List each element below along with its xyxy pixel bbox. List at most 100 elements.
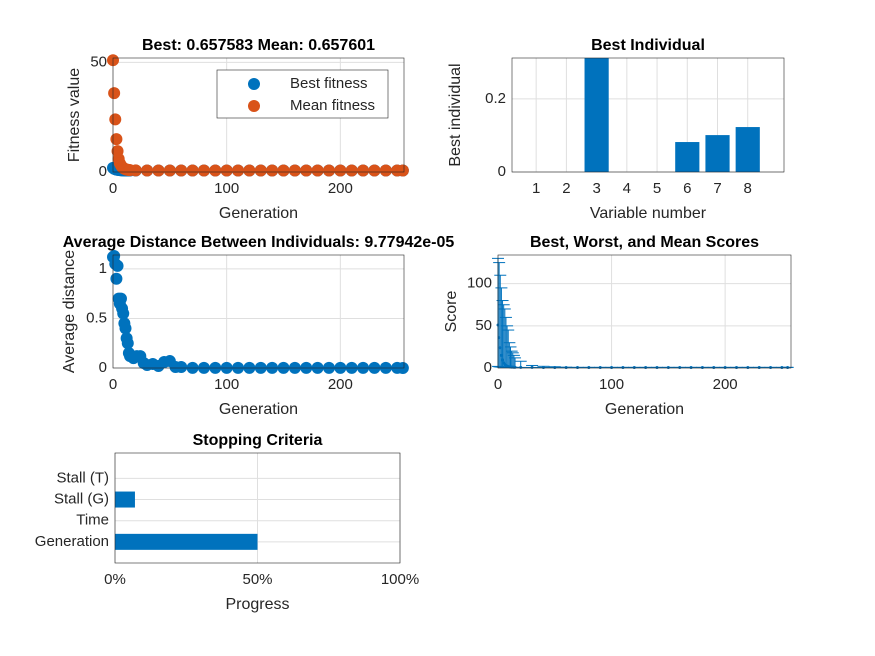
chart-title: Best, Worst, and Mean Scores [530, 234, 759, 251]
mean-point [734, 365, 738, 369]
mean-point [712, 365, 716, 369]
x-axis-label: Generation [605, 401, 684, 418]
data-point [277, 164, 290, 177]
x-tick-label: 7 [713, 180, 721, 197]
axes: 0 100 200 0 50 Best: 0.657583 Mean: 0.657601 G… [66, 37, 409, 222]
data-point [119, 322, 132, 335]
data-point [345, 164, 358, 177]
bar [115, 491, 135, 508]
data-point [141, 164, 154, 177]
mean-point [598, 365, 602, 369]
y-tick-label: 50 [90, 53, 107, 70]
bar [675, 142, 700, 172]
axes: 0 100 200 0 0.5 1 Average Distance Between Ind… [61, 234, 454, 418]
x-tick-label: 8 [744, 180, 752, 197]
x-tick-label: 3 [592, 180, 600, 197]
mean-point [678, 365, 682, 369]
data-point [266, 164, 279, 177]
data-point [110, 272, 123, 285]
axes: 0% 50% 100% Generation Time Stall (G) Stall (T… [35, 432, 419, 613]
data-point [114, 292, 127, 305]
bar [584, 58, 609, 172]
y-tick-label: 0 [484, 359, 492, 376]
chart-title: Best: 0.657583 Mean: 0.657601 [142, 37, 375, 54]
mean-point [575, 365, 579, 369]
y-tick-label: Time [76, 512, 109, 529]
data-point [163, 164, 176, 177]
data-point [110, 133, 123, 146]
axes: 0 100 200 0 50 100 Best, Worst, and Mean Score… [443, 234, 794, 418]
mean-point [519, 365, 523, 369]
y-tick-label: 0 [99, 359, 107, 376]
y-axis-label: Score [443, 291, 460, 333]
chart-title: Best Individual [591, 37, 705, 54]
mean-point [769, 365, 773, 369]
chart-title: Stopping Criteria [193, 432, 323, 449]
x-tick-label: 100 [214, 376, 239, 393]
legend: Best fitness Mean fitness [216, 69, 389, 119]
data-point [311, 164, 324, 177]
x-tick-label: 200 [328, 376, 353, 393]
data-point [368, 164, 381, 177]
data-point [152, 164, 165, 177]
y-tick-label: 100 [467, 275, 492, 292]
data-point [322, 164, 335, 177]
data-point [288, 164, 301, 177]
data-point [197, 164, 210, 177]
mean-point [689, 365, 693, 369]
x-tick-label: 200 [328, 180, 353, 197]
y-tick-label: 1 [99, 260, 107, 277]
data-point [232, 164, 245, 177]
mean-point [746, 365, 750, 369]
data-point [129, 164, 142, 177]
y-axis-label: Best individual [447, 63, 464, 166]
y-axis-label: Fitness value [66, 68, 83, 162]
y-tick-label: 50 [475, 317, 492, 334]
chart-title: Average Distance Between Individuals: 9.… [63, 234, 455, 251]
data-point [186, 164, 199, 177]
x-tick-label: 50% [242, 571, 272, 588]
data-point [243, 164, 256, 177]
bar [115, 533, 258, 550]
axes: 0 0.2 1 2 3 4 5 6 7 8 Best Individual Variable numb… [447, 37, 785, 222]
axes-box [112, 254, 405, 369]
mean-point [700, 365, 704, 369]
plot-area [113, 255, 404, 368]
legend-label: Mean fitness [290, 97, 375, 114]
mean-point [655, 365, 659, 369]
x-axis-label: Variable number [590, 205, 707, 222]
mean-point [632, 365, 636, 369]
mean-point [553, 365, 557, 369]
x-tick-label: 4 [623, 180, 631, 197]
y-axis-label: Average distance [61, 250, 78, 373]
x-tick-label: 0 [109, 376, 117, 393]
mean-point [621, 365, 625, 369]
data-point [396, 164, 409, 177]
axes-box [511, 57, 785, 173]
mean-point [530, 365, 534, 369]
x-tick-label: 100% [381, 571, 419, 588]
data-point [121, 337, 134, 350]
data-point [175, 361, 188, 374]
data-point [254, 164, 267, 177]
data-point [379, 164, 392, 177]
mean-point [757, 365, 761, 369]
legend-marker [248, 78, 260, 90]
mean-point [644, 365, 648, 369]
x-axis-label: Progress [225, 596, 289, 613]
data-point [357, 164, 370, 177]
y-tick-label: 0.5 [86, 309, 107, 326]
mean-point [541, 365, 545, 369]
x-tick-label: 5 [653, 180, 661, 197]
x-tick-label: 0 [109, 180, 117, 197]
mean-point [723, 365, 727, 369]
axes-box [112, 57, 405, 173]
mean-point [564, 365, 568, 369]
data-point [111, 259, 124, 272]
axes-box [114, 452, 401, 564]
x-axis-label: Generation [219, 401, 298, 418]
mean-point [666, 365, 670, 369]
x-tick-label: 100 [599, 376, 624, 393]
